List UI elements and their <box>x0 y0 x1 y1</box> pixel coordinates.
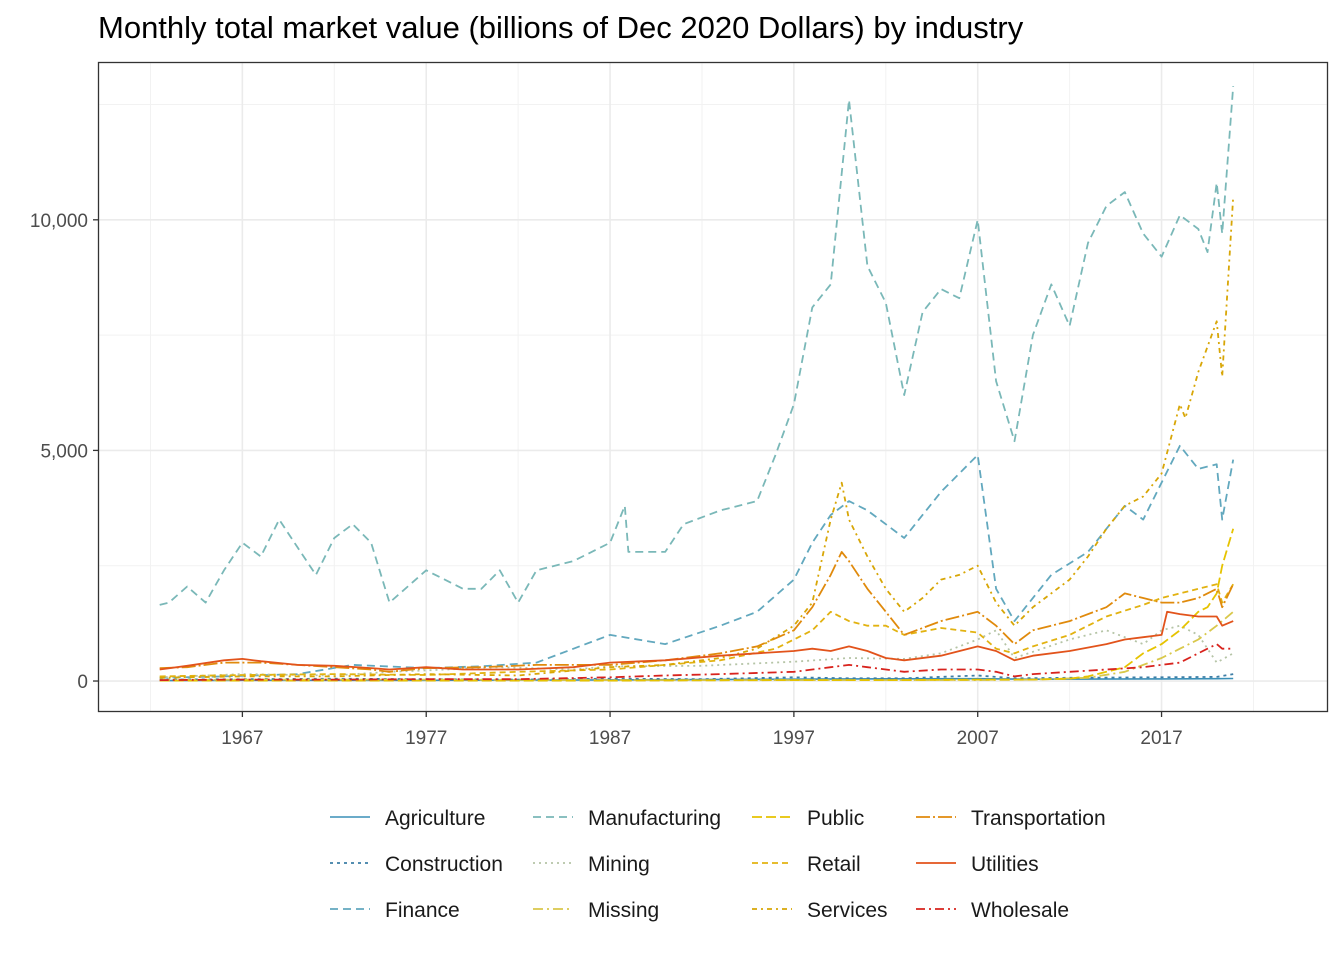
legend-label-mining: Mining <box>588 853 650 876</box>
x-tick-label: 1997 <box>773 728 815 749</box>
legend-label-wholesale: Wholesale <box>971 899 1069 922</box>
legend-label-retail: Retail <box>807 853 861 876</box>
y-tick-label: 10,000 <box>30 211 88 232</box>
legend-label-agriculture: Agriculture <box>385 807 485 830</box>
x-tick-label: 2007 <box>957 728 999 749</box>
x-tick-label: 1967 <box>221 728 263 749</box>
legend-label-utilities: Utilities <box>971 853 1039 876</box>
series-line-transportation <box>159 551 1235 673</box>
legend-label-finance: Finance <box>385 899 460 922</box>
series-line-retail <box>159 583 1234 678</box>
chart-title: Monthly total market value (billions of … <box>98 10 1024 45</box>
series-line-mining <box>159 624 1234 679</box>
axes: 1967 1977 1987 1997 2007 2017 0 5,000 10,000 <box>30 211 1183 749</box>
plot-series <box>159 86 1235 682</box>
y-tick-label: 5,000 <box>40 441 88 462</box>
x-tick-label: 1987 <box>589 728 631 749</box>
legend: Agriculture Construction Finance Manufactur… <box>330 807 1106 922</box>
legend-label-services: Services <box>807 899 888 922</box>
grid-lines <box>99 63 1327 711</box>
series-line-utilities <box>159 610 1234 671</box>
x-tick-label: 1977 <box>405 728 447 749</box>
legend-label-public: Public <box>807 807 864 830</box>
x-tick-label: 2017 <box>1140 728 1182 749</box>
series-line-public <box>159 528 1235 682</box>
series-line-wholesale <box>159 643 1234 681</box>
legend-label-missing: Missing <box>588 899 659 922</box>
series-line-finance <box>159 444 1235 679</box>
legend-label-construction: Construction <box>385 853 503 876</box>
panel-border <box>97 61 1329 713</box>
legend-label-manufacturing: Manufacturing <box>588 807 721 830</box>
legend-label-transportation: Transportation <box>971 807 1106 830</box>
series-line-manufacturing <box>159 86 1235 606</box>
series-line-services <box>159 196 1235 679</box>
y-tick-label: 0 <box>77 672 88 693</box>
